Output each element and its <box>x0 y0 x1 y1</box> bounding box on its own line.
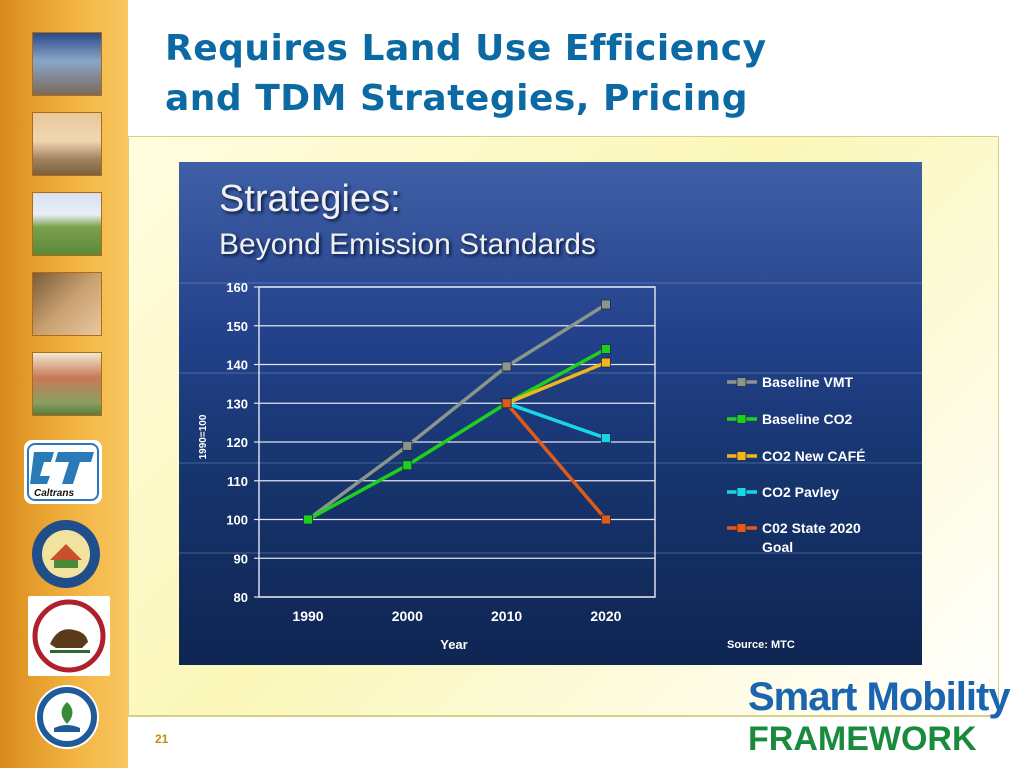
footer-divider <box>128 716 999 717</box>
data-point <box>402 440 413 451</box>
data-point <box>501 361 512 372</box>
legend-label: C02 State 2020 <box>762 520 861 536</box>
data-point <box>600 433 611 444</box>
chart-heading: Strategies: <box>219 178 401 220</box>
y-tick-label: 140 <box>226 358 248 373</box>
housing-community-development-seal <box>30 518 102 595</box>
slide-title-line-2: and TDM Strategies, Pricing <box>165 78 749 119</box>
legend-marker <box>736 377 747 387</box>
chart-subheading: Beyond Emission Standards <box>219 228 596 261</box>
brand-line-1: Smart Mobility <box>748 675 1011 719</box>
brand-line-2: FRAMEWORK <box>748 720 977 758</box>
legend-label: CO2 Pavley <box>762 484 839 500</box>
y-tick-label: 100 <box>226 513 248 528</box>
x-tick-label: 1990 <box>292 608 323 624</box>
office-planning-research-seal <box>28 596 110 676</box>
y-tick-label: 80 <box>234 590 248 605</box>
data-point <box>501 398 512 409</box>
caltrans-logo: Caltrans <box>24 440 102 504</box>
data-point <box>600 357 611 368</box>
legend-label: Baseline VMT <box>762 374 853 390</box>
legend-label: Baseline CO2 <box>762 411 852 427</box>
data-point <box>600 299 611 310</box>
data-point <box>303 514 313 525</box>
source-note: Source: MTC <box>727 639 795 651</box>
epa-seal <box>34 684 100 755</box>
y-tick-label: 150 <box>226 319 248 334</box>
data-point <box>402 460 413 471</box>
x-axis-label: Year <box>440 637 467 652</box>
series-line <box>306 302 607 521</box>
y-tick-label: 120 <box>226 435 248 450</box>
series-line <box>505 360 607 405</box>
caltrans-wordmark: Caltrans <box>34 488 74 499</box>
x-tick-label: 2010 <box>491 608 522 624</box>
legend-marker <box>736 523 747 533</box>
y-tick-label: 110 <box>227 474 248 489</box>
truck-photo <box>32 112 102 176</box>
smart-mobility-logo: Smart Mobility FRAMEWORK <box>748 675 1011 760</box>
chart-frame: Strategies: Beyond Emission Standards 80… <box>179 162 922 665</box>
slide-title: Requires Land Use Efficiency and TDM Str… <box>165 24 1005 124</box>
x-tick-label: 2020 <box>590 608 621 624</box>
y-tick-label: 90 <box>234 551 248 566</box>
traffic-photo <box>32 32 102 96</box>
highway-photo <box>32 192 102 256</box>
pedestrian-photo <box>32 272 102 336</box>
y-tick-label: 130 <box>226 396 248 411</box>
data-point <box>600 514 611 525</box>
series-line <box>505 402 608 521</box>
line-chart: 80 90 100 110 120 130 140 150 160 1990 2000 2010 202… <box>198 280 865 652</box>
series-line <box>307 347 607 522</box>
legend-marker <box>736 451 747 461</box>
y-axis-label: 1990=100 <box>198 414 209 459</box>
houses-photo <box>32 352 102 416</box>
legend-marker <box>736 487 747 497</box>
x-tick-label: 2000 <box>392 608 423 624</box>
y-tick-label: 160 <box>226 280 248 295</box>
legend-marker <box>736 414 747 424</box>
legend-label: CO2 New CAFÉ <box>762 448 865 464</box>
page-number: 21 <box>155 732 169 746</box>
sidebar: Caltrans <box>0 0 128 768</box>
series-line <box>506 401 607 440</box>
slide-title-line-1: Requires Land Use Efficiency <box>165 28 767 69</box>
data-point <box>600 344 611 354</box>
legend-label: Goal <box>762 539 793 555</box>
